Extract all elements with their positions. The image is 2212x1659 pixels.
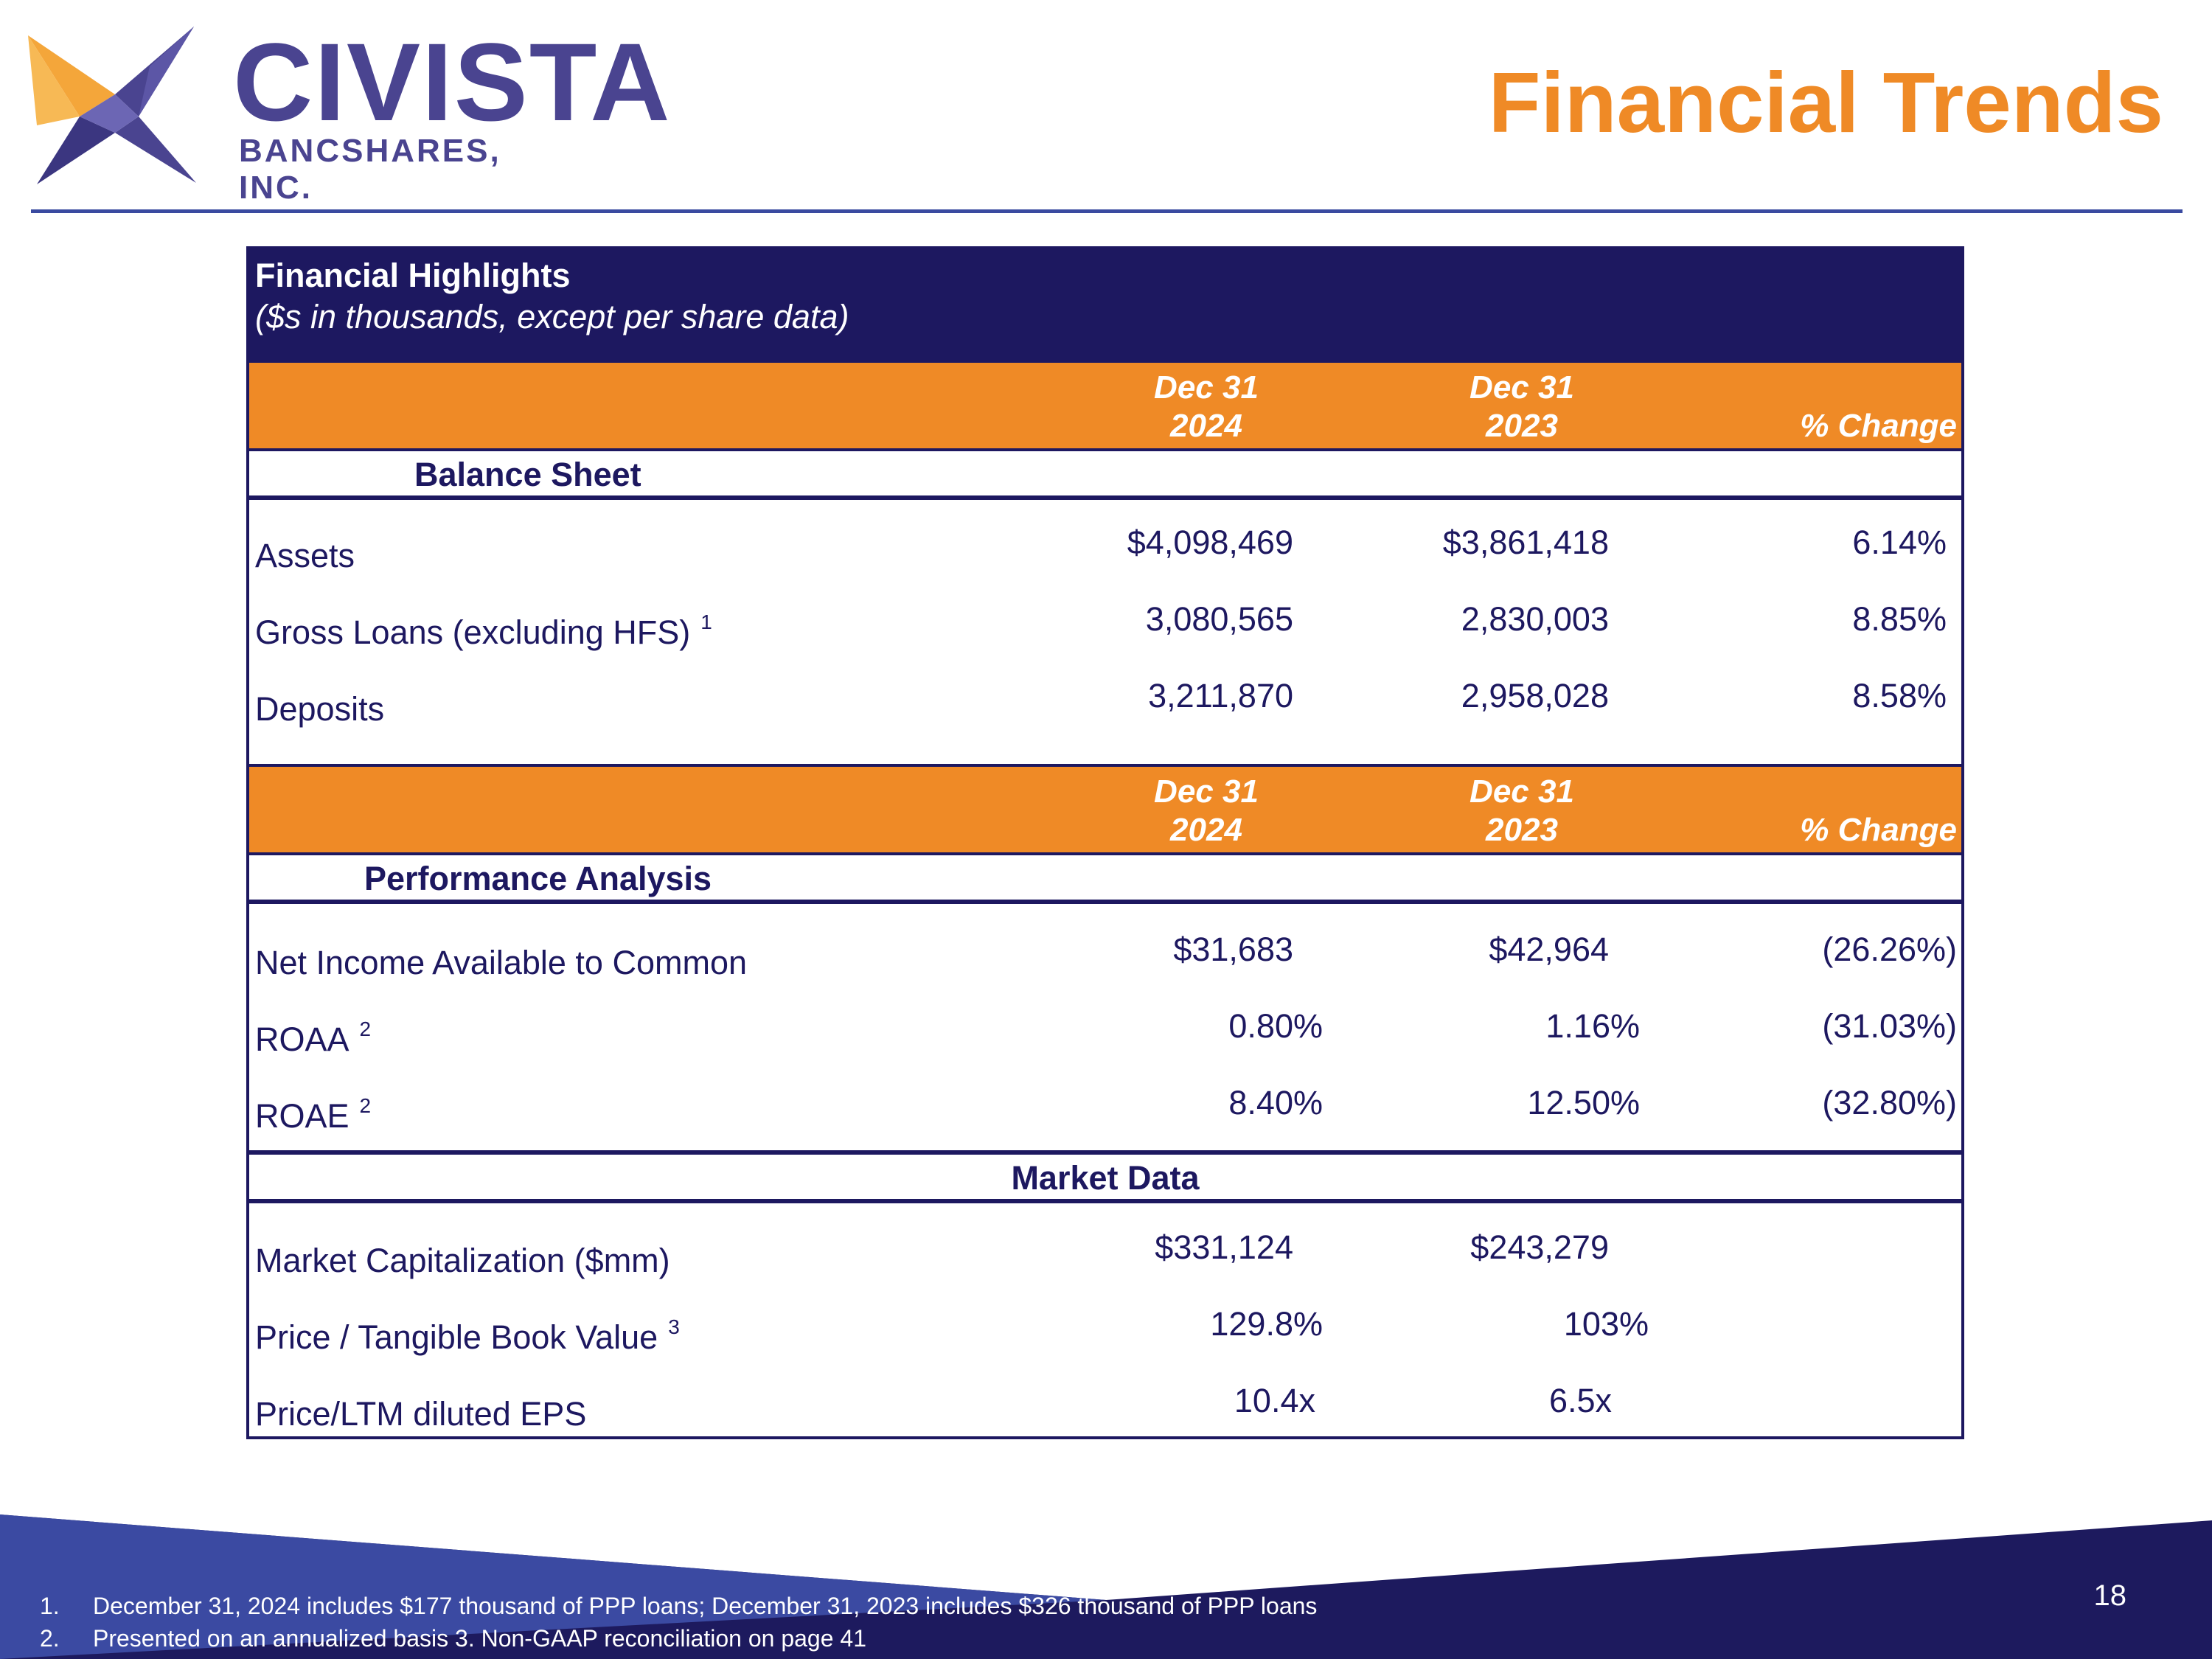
page-title: Financial Trends (1488, 55, 2163, 150)
page-number: 18 (2093, 1579, 2127, 1612)
period-header: Dec 31 2024 Dec 31 2023 % Change (249, 764, 1961, 855)
value-2024: 10.4x (1234, 1382, 1315, 1419)
value-2024: 3,211,870 (1148, 677, 1293, 714)
header-divider (31, 209, 2183, 213)
market-data-heading: Market Data (1011, 1159, 1200, 1197)
value-2024: 3,080,565 (1145, 600, 1293, 638)
row-label: Price/LTM diluted EPS (255, 1395, 587, 1433)
value-change: (31.03%) (1822, 1007, 1957, 1045)
value-2023: 12.50% (1527, 1084, 1640, 1121)
col-2024-year: 2024 (1170, 408, 1242, 444)
value-change: (32.80%) (1822, 1084, 1957, 1121)
value-2024: $331,124 (1155, 1228, 1293, 1266)
col-2023-year: 2023 (1486, 408, 1558, 444)
value-change: 8.85% (1852, 600, 1947, 638)
table-subtitle: ($s in thousands, except per share data) (255, 298, 849, 335)
col-2024-year: 2024 (1170, 812, 1242, 848)
value-2024: 8.40% (1228, 1084, 1323, 1121)
company-logo: CIVISTA BANCSHARES, INC. (28, 22, 670, 206)
row-label: Price / Tangible Book Value 3 (255, 1315, 680, 1356)
footer-band (0, 1514, 2212, 1659)
col-2024-label: Dec 31 (1154, 369, 1259, 406)
value-change: 8.58% (1852, 677, 1947, 714)
value-2023: 1.16% (1545, 1007, 1640, 1045)
row-label: Deposits (255, 690, 385, 728)
footnote: 2. Presented on an annualized basis 3. No… (40, 1625, 866, 1652)
col-change-label: % Change (1800, 812, 1957, 848)
performance-heading: Performance Analysis (364, 860, 712, 897)
civista-star-icon (28, 27, 196, 184)
balance-sheet-heading: Balance Sheet (414, 456, 641, 493)
period-header: Dec 31 2024 Dec 31 2023 % Change (249, 360, 1961, 451)
value-2023: 103% (1563, 1305, 1649, 1343)
table-title: Financial Highlights (255, 257, 571, 294)
col-2023-year: 2023 (1486, 812, 1558, 848)
section-heading: Balance Sheet (249, 451, 1961, 500)
row-label: Gross Loans (excluding HFS) 1 (255, 611, 712, 651)
section-heading: Market Data (249, 1155, 1961, 1203)
row-label: Market Capitalization ($mm) (255, 1242, 670, 1279)
value-2023: 2,830,003 (1461, 600, 1609, 638)
logo-wordmark: CIVISTA (233, 20, 672, 144)
row-label: ROAE 2 (255, 1094, 372, 1135)
value-2023: 2,958,028 (1461, 677, 1609, 714)
value-2023: $243,279 (1470, 1228, 1609, 1266)
value-change: (26.26%) (1822, 931, 1957, 968)
value-2024: 0.80% (1228, 1007, 1323, 1045)
footnote: 1. December 31, 2024 includes $177 thousa… (40, 1593, 1318, 1619)
col-2024-label: Dec 31 (1154, 773, 1259, 810)
value-2023: $42,964 (1489, 931, 1609, 968)
col-change-label: % Change (1800, 408, 1957, 444)
row-label: Assets (255, 537, 355, 574)
row-label: ROAA 2 (255, 1018, 372, 1058)
financial-highlights-table: Financial Highlights ($s in thousands, e… (246, 246, 1964, 1439)
table-title-bar: Financial Highlights ($s in thousands, e… (249, 249, 1961, 364)
logo-subtitle: BANCSHARES, INC. (239, 133, 501, 206)
col-2023-label: Dec 31 (1470, 773, 1574, 810)
section-divider (249, 1150, 1961, 1155)
value-2024: $4,098,469 (1127, 524, 1293, 561)
value-change: 6.14% (1852, 524, 1947, 561)
value-2024: 129.8% (1210, 1305, 1323, 1343)
section-heading: Performance Analysis (249, 855, 1961, 904)
value-2023: $3,861,418 (1442, 524, 1609, 561)
row-label: Net Income Available to Common (255, 944, 748, 981)
value-2024: $31,683 (1173, 931, 1293, 968)
value-2023: 6.5x (1548, 1382, 1612, 1419)
col-2023-label: Dec 31 (1470, 369, 1574, 406)
